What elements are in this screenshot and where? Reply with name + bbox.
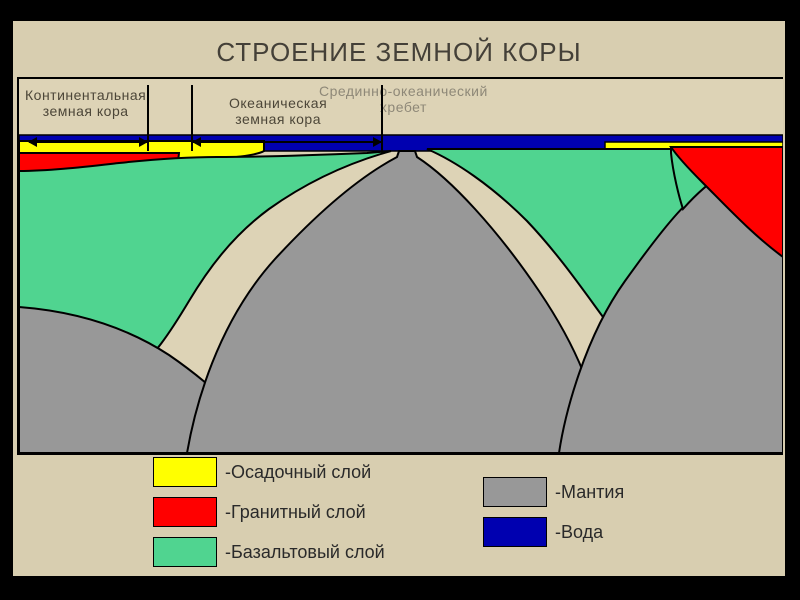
legend-item-granite: -Гранитный слой [153, 497, 366, 527]
legend: -Осадочный слой -Гранитный слой -Базальт… [13, 457, 785, 573]
legend-item-sedimentary: -Осадочный слой [153, 457, 371, 487]
legend-label-basalt: -Базальтовый слой [225, 542, 385, 563]
diagram-frame: Континентальная земная кора Океаническая… [17, 77, 783, 455]
legend-label-mantle: -Мантия [555, 482, 624, 503]
legend-item-basalt: -Базальтовый слой [153, 537, 385, 567]
swatch-water [483, 517, 547, 547]
legend-label-granite: -Гранитный слой [225, 502, 366, 523]
legend-item-mantle: -Мантия [483, 477, 624, 507]
bracket-continental [27, 85, 149, 155]
legend-item-water: -Вода [483, 517, 603, 547]
diagram-title: СТРОЕНИЕ ЗЕМНОЙ КОРЫ [13, 21, 785, 78]
swatch-mantle [483, 477, 547, 507]
bracket-oceanic [191, 85, 383, 155]
legend-label-water: -Вода [555, 522, 603, 543]
diagram-panel: СТРОЕНИЕ ЗЕМНОЙ КОРЫ [13, 21, 785, 576]
legend-label-sedimentary: -Осадочный слой [225, 462, 371, 483]
swatch-granite [153, 497, 217, 527]
swatch-basalt [153, 537, 217, 567]
swatch-sedimentary [153, 457, 217, 487]
